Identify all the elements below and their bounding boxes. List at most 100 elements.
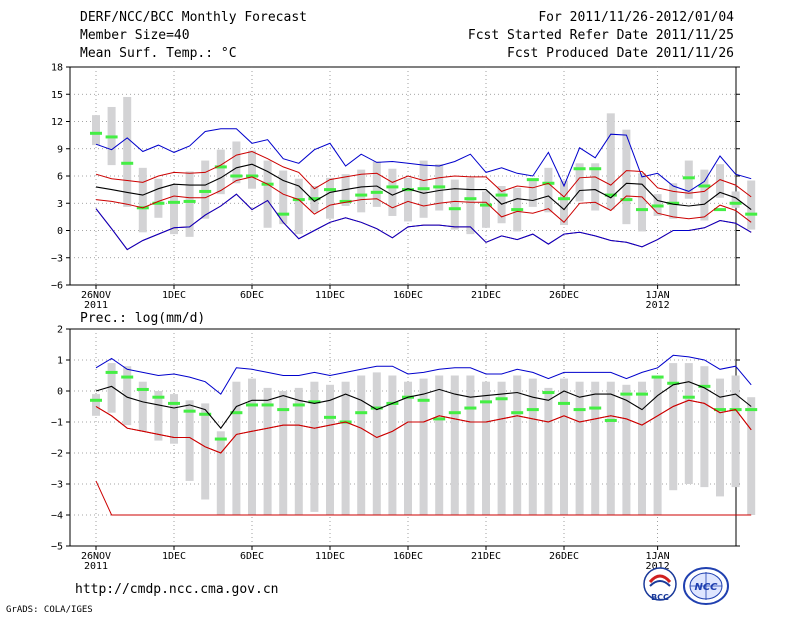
prec-median-mark (308, 400, 321, 404)
temp-xtick-label: 26DEC (549, 290, 579, 301)
prec-box (154, 391, 163, 441)
prec-box (653, 375, 662, 515)
prec-box (404, 381, 412, 515)
temp-xtick-label: 21DEC (471, 290, 501, 301)
temp-median-mark (355, 193, 368, 197)
temp-median-mark (714, 208, 726, 212)
prec-box (435, 375, 444, 515)
temp-box (326, 177, 334, 219)
temp-median-mark (448, 207, 461, 211)
prec-box (638, 381, 646, 515)
prec-xtick-label: 26DEC (549, 551, 579, 562)
temp-box (716, 164, 724, 198)
temp-box (560, 180, 568, 226)
temp-median-mark (620, 198, 633, 202)
prec-min-line (95, 480, 752, 516)
temp-median-mark (199, 189, 212, 193)
prec-box (248, 378, 256, 515)
prec-box (138, 381, 147, 432)
prec-box (482, 381, 490, 515)
prec-panel-title: Prec.: log(mm/d) (80, 311, 205, 326)
temp-median-mark (152, 201, 165, 205)
temp-median-mark (558, 197, 570, 201)
prec-ytick-label: −3 (51, 480, 63, 491)
temp-xtick-label: 6DEC (240, 290, 264, 301)
started-date: Fcst Started Refer Date 2011/11/25 (467, 28, 734, 43)
temp-box (92, 115, 100, 146)
temp-median-mark (698, 184, 711, 188)
prec-xtick-label: 6DEC (240, 551, 264, 562)
temp-box (201, 160, 210, 219)
temp-median-mark (121, 161, 134, 165)
prec-median-mark (370, 406, 383, 410)
temp-box (528, 180, 537, 207)
prec-median-mark (745, 408, 758, 412)
prec-box (185, 400, 194, 481)
prec-box (294, 387, 303, 515)
prec-box (419, 378, 428, 515)
prec-median-mark (480, 400, 492, 404)
prec-box (388, 375, 397, 515)
temp-median-mark (214, 165, 227, 169)
prec-median-mark (464, 406, 477, 410)
temp-xtick-year: 2011 (84, 300, 108, 311)
ncc-logo-text: NCC (694, 582, 718, 593)
temp-median-mark (480, 203, 492, 207)
temp-median-mark (386, 185, 399, 189)
temp-max-line (95, 128, 752, 192)
prec-box (216, 431, 225, 515)
prec-box (263, 387, 272, 515)
temp-ytick-label: 12 (51, 117, 63, 128)
temp-ytick-label: 0 (57, 226, 63, 237)
temp-box (700, 169, 709, 221)
prec-median-mark (246, 403, 258, 407)
prec-median-mark (573, 408, 586, 412)
prec-median-mark (230, 411, 243, 415)
prec-median-mark (277, 408, 290, 412)
prec-median-mark (511, 411, 524, 415)
prec-median-mark (168, 401, 180, 405)
member-size: Member Size=40 (80, 28, 190, 43)
prec-box (606, 381, 615, 515)
footer-url[interactable]: http://cmdp.ncc.cma.gov.cn (75, 582, 279, 597)
prec-median-mark (214, 437, 227, 441)
prec-box (170, 394, 178, 444)
prec-box (450, 375, 459, 515)
prec-frame (69, 328, 737, 547)
temp-median-mark (246, 174, 258, 178)
prec-ytick-label: 2 (57, 325, 63, 336)
prec-xtick-label: 1DEC (162, 551, 186, 562)
temp-box (185, 171, 194, 237)
temp-median-mark (90, 131, 102, 135)
temp-median-mark (495, 193, 508, 197)
prec-median-mark (433, 417, 446, 421)
temp-median-mark (339, 199, 352, 203)
temp-median-mark (745, 212, 758, 216)
prec-median-mark (105, 370, 118, 374)
prec-median-mark (636, 392, 648, 396)
prec-box (466, 375, 475, 515)
prec-box (497, 381, 506, 515)
temp-box (622, 129, 631, 225)
prec-median-mark (261, 403, 274, 407)
temp-median-mark (417, 187, 430, 191)
forecast-period: For 2011/11/26-2012/01/04 (538, 10, 734, 25)
temp-box (232, 141, 241, 184)
temp-ytick-label: 3 (57, 199, 63, 210)
prec-box (92, 394, 100, 416)
prec-median-mark (620, 392, 633, 396)
temp-box (357, 169, 366, 213)
prec-median-mark (152, 395, 165, 399)
temp-min-blue-line (95, 193, 752, 251)
prec-median-mark (698, 384, 711, 388)
prec-box (310, 381, 319, 512)
prec-median-mark (90, 398, 102, 402)
prec-median-mark (495, 397, 508, 401)
prec-median-mark (714, 408, 726, 412)
prec-box (123, 366, 132, 426)
prec-xtick-year: 2012 (646, 561, 670, 572)
temp-box (747, 180, 756, 230)
